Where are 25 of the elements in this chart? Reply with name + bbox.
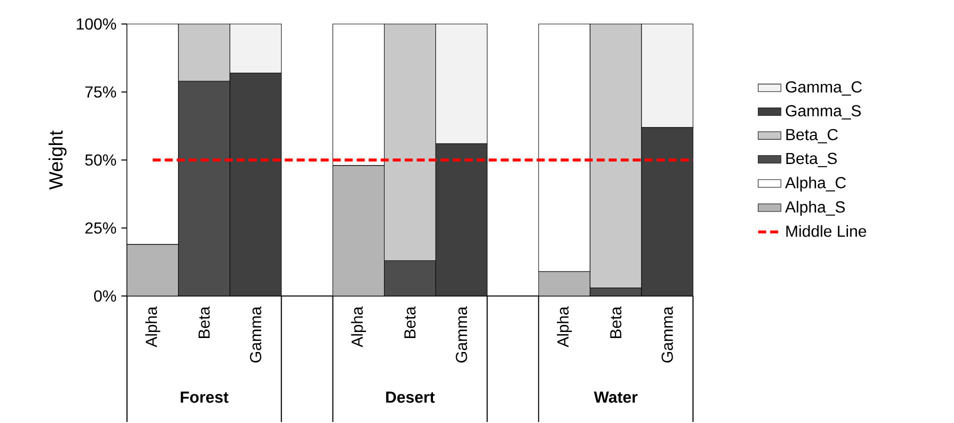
legend-label: Middle Line — [786, 225, 866, 238]
text: Desert — [386, 392, 435, 404]
legend-label: Alpha_C — [785, 176, 846, 192]
y-tick-label: 0% — [94, 290, 116, 302]
y-tick-label: 25% — [85, 222, 116, 234]
y-tick-label: 50% — [85, 154, 116, 166]
x-tick-label: Beta — [198, 306, 210, 338]
text: Water — [594, 392, 638, 404]
x-tick-label: Gamma — [456, 306, 468, 363]
legend-label: Alpha_S — [785, 201, 845, 216]
x-tick-label: Alpha — [556, 306, 572, 348]
legend-label: Beta_S — [786, 153, 837, 168]
legend-label: Beta_C — [786, 129, 838, 144]
y-tick-label: 100% — [76, 18, 116, 30]
x-tick-label: Alpha — [145, 306, 160, 348]
x-tick-label: Beta — [404, 306, 416, 338]
x-tick-label: Alpha — [351, 306, 366, 348]
y-tick-label: 75% — [85, 86, 116, 98]
x-tick-label: Beta — [610, 306, 622, 338]
x-tick-label: Gamma — [250, 306, 262, 363]
legend-label: Gamma_S — [786, 105, 861, 120]
y-axis-title: Weight — [48, 130, 67, 190]
text: Forest — [180, 392, 228, 404]
x-tick-label: Gamma — [662, 306, 673, 363]
legend-label: Gamma_C — [786, 82, 862, 96]
